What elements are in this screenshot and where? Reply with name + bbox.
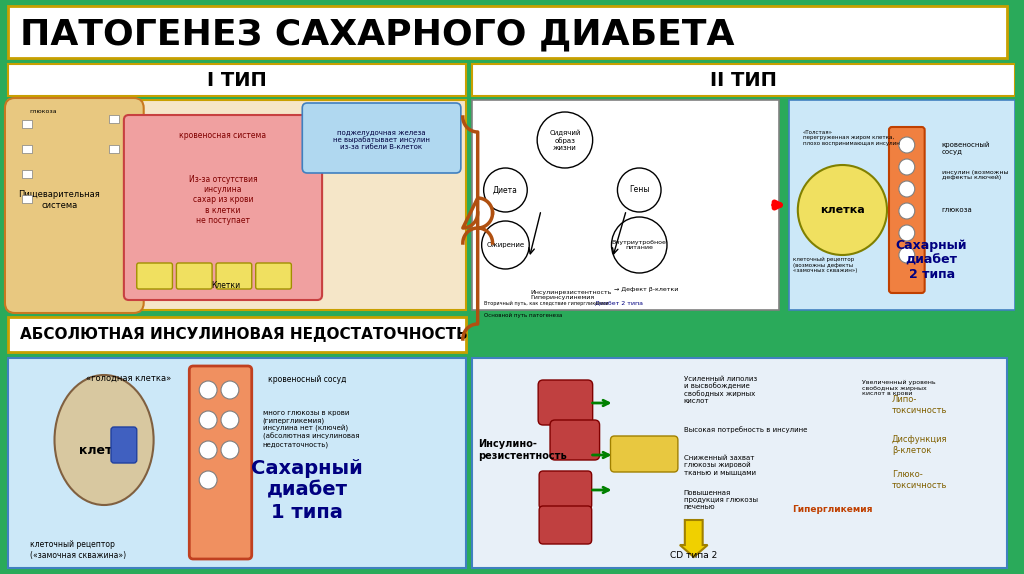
Text: Диета: Диета [493,185,518,195]
Circle shape [798,165,887,255]
Ellipse shape [54,375,154,505]
Circle shape [617,168,662,212]
Text: Диабет 2 типа: Диабет 2 типа [595,301,643,305]
Text: Клетки: Клетки [211,281,241,289]
Text: Инсулино-
резистентность: Инсулино- резистентность [477,439,566,461]
Circle shape [899,181,914,197]
Text: I ТИП: I ТИП [207,71,266,90]
FancyBboxPatch shape [540,506,592,544]
FancyBboxPatch shape [539,380,593,425]
Circle shape [899,203,914,219]
FancyBboxPatch shape [8,6,1007,58]
Text: Сахарный
диабет
1 типа: Сахарный диабет 1 типа [251,459,364,522]
Circle shape [200,411,217,429]
Text: «Толстая»
перегруженная жиром клетка,
плохо воспринимающая инсулин: «Толстая» перегруженная жиром клетка, пл… [803,130,900,146]
Text: Гены: Гены [629,185,649,195]
Text: Из-за отсутствия
инсулина
сахар из крови
в клетки
не поступает: Из-за отсутствия инсулина сахар из крови… [188,174,257,226]
FancyArrow shape [680,520,708,557]
Text: Сахарный
диабет
2 типа: Сахарный диабет 2 типа [896,239,968,281]
Circle shape [483,168,527,212]
Circle shape [200,381,217,399]
FancyBboxPatch shape [137,263,172,289]
FancyBboxPatch shape [22,195,32,203]
Text: клетка: клетка [820,205,865,215]
Text: Повышенная
продукция глюкозы
печенью: Повышенная продукция глюкозы печенью [684,490,758,510]
Text: Увеличенный уровень
свободных жирных
кислот в крови: Увеличенный уровень свободных жирных кис… [862,379,936,397]
Circle shape [200,471,217,489]
Circle shape [538,112,593,168]
FancyBboxPatch shape [109,115,119,123]
Circle shape [611,217,667,273]
Text: АБСОЛЮТНАЯ ИНСУЛИНОВАЯ НЕДОСТАТОЧНОСТЬ: АБСОЛЮТНАЯ ИНСУЛИНОВАЯ НЕДОСТАТОЧНОСТЬ [19,327,468,342]
FancyBboxPatch shape [189,366,252,559]
FancyBboxPatch shape [889,127,925,293]
Text: Липо-
токсичность: Липо- токсичность [892,395,947,414]
Text: глюкоза: глюкоза [30,109,57,114]
FancyBboxPatch shape [472,100,779,310]
FancyBboxPatch shape [610,436,678,472]
Text: Гипергликемия: Гипергликемия [793,506,872,514]
FancyBboxPatch shape [788,100,1015,310]
Text: Усиленный липолиз
и высвобождение
свободных жирных
кислот: Усиленный липолиз и высвобождение свобод… [684,375,757,405]
Circle shape [221,441,239,459]
Text: Вторичный путь, как следствие гипергликемии: Вторичный путь, как следствие гиперглике… [483,300,608,305]
FancyBboxPatch shape [109,145,119,153]
Text: кровеносный
сосуд: кровеносный сосуд [941,141,990,155]
Text: кровеносная система: кровеносная система [179,130,266,139]
Text: клеточный рецептор
(возможны дефекты
«замочных скважин»): клеточный рецептор (возможны дефекты «за… [793,257,857,273]
FancyBboxPatch shape [216,263,252,289]
Text: Высокая потребность в инсулине: Высокая потребность в инсулине [684,426,807,433]
Text: Дисфункция
β-клеток: Дисфункция β-клеток [892,435,947,455]
FancyBboxPatch shape [302,103,461,173]
FancyBboxPatch shape [176,263,212,289]
FancyBboxPatch shape [22,120,32,128]
Text: кровеносный сосуд: кровеносный сосуд [267,375,346,385]
FancyBboxPatch shape [8,358,466,568]
Circle shape [899,159,914,175]
Text: Сниженный захват
глюкозы жировой
тканью и мышцами: Сниженный захват глюкозы жировой тканью … [684,455,756,475]
Circle shape [899,137,914,153]
FancyBboxPatch shape [540,471,592,509]
FancyBboxPatch shape [124,115,323,300]
FancyBboxPatch shape [22,145,32,153]
Text: инсулин (возможны
дефекты ключей): инсулин (возможны дефекты ключей) [941,169,1008,180]
Text: CD типа 2: CD типа 2 [670,550,718,560]
Text: → Дефект β-клетки: → Дефект β-клетки [614,288,679,293]
Text: Основной путь патогенеза: Основной путь патогенеза [483,312,562,317]
FancyBboxPatch shape [5,98,143,313]
Text: Глюко-
токсичность: Глюко- токсичность [892,470,947,490]
Text: II ТИП: II ТИП [710,71,777,90]
FancyBboxPatch shape [8,100,466,310]
FancyBboxPatch shape [111,427,137,463]
FancyBboxPatch shape [472,64,1015,96]
Text: Сидячий
образ
жизни: Сидячий образ жизни [549,129,581,151]
Circle shape [200,441,217,459]
Circle shape [221,411,239,429]
Text: Инсулинрезистентность
Гиперинсулинемия: Инсулинрезистентность Гиперинсулинемия [530,290,611,300]
FancyBboxPatch shape [256,263,292,289]
FancyBboxPatch shape [472,358,1007,568]
Circle shape [481,221,529,269]
FancyBboxPatch shape [8,64,466,96]
Circle shape [899,247,914,263]
Circle shape [221,381,239,399]
Text: глюкоза: глюкоза [941,207,972,213]
FancyBboxPatch shape [550,420,600,460]
Text: «голодная клетка»: «голодная клетка» [86,374,171,382]
Text: Ожирение: Ожирение [486,242,524,248]
Text: клетка: клетка [79,444,129,456]
FancyBboxPatch shape [8,317,466,352]
Text: много глюкозы в крови
(гипергликемия)
инсулина нет (ключей)
(абсолютная инсулино: много глюкозы в крови (гипергликемия) ин… [262,410,359,448]
Text: клеточный рецептор
(«замочная скважина»): клеточный рецептор («замочная скважина») [30,540,126,560]
Text: ПАТОГЕНЕЗ САХАРНОГО ДИАБЕТА: ПАТОГЕНЕЗ САХАРНОГО ДИАБЕТА [19,17,734,51]
FancyBboxPatch shape [22,170,32,178]
Text: Пищеварительная
система: Пищеварительная система [18,191,100,210]
Circle shape [899,225,914,241]
Text: поджелудочная железа
не вырабатывает инсулин
из-за гибели В-клеток: поджелудочная железа не вырабатывает инс… [333,130,430,150]
Text: Внутриутробное
питание: Внутриутробное питание [611,239,667,250]
